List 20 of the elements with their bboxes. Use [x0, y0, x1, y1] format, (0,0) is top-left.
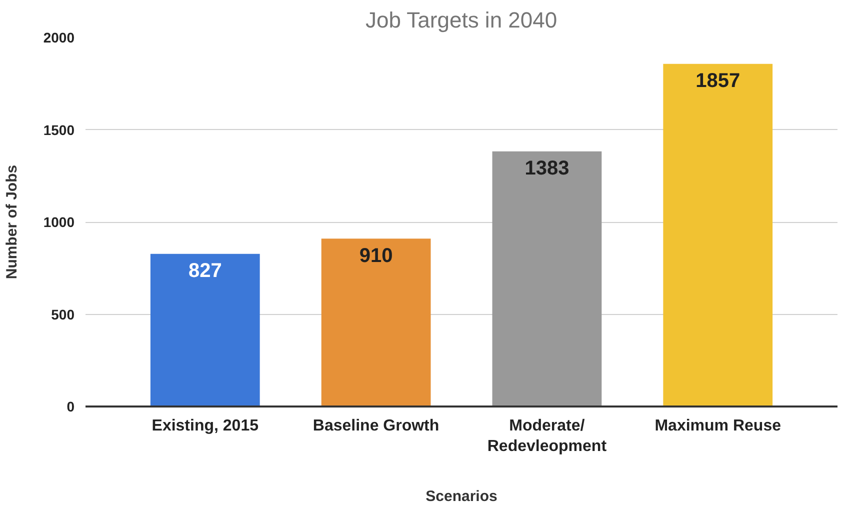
data-label: 1383: [524, 158, 570, 180]
bar: [150, 254, 260, 406]
y-tick-label: 0: [66, 398, 75, 414]
bar: [321, 238, 431, 406]
bar: [492, 151, 602, 406]
chart-title: Job Targets in 2040: [365, 8, 558, 32]
y-tick-label: 1500: [43, 122, 75, 138]
y-tick-label: 500: [51, 306, 75, 322]
bar: [663, 64, 773, 406]
x-tick-label: Existing, 2015: [152, 418, 259, 434]
y-axis-title: Number of Jobs: [3, 164, 20, 280]
x-tick-label: Maximum Reuse: [654, 418, 782, 434]
data-label: 827: [188, 260, 222, 282]
x-tick-label: Baseline Growth: [312, 418, 440, 434]
y-tick-label: 2000: [43, 30, 75, 46]
x-tick-label: Moderate/ Redevleopment: [487, 418, 608, 455]
x-axis-title: Scenarios: [426, 488, 498, 505]
data-label: 910: [359, 244, 393, 267]
y-tick-label: 1000: [43, 214, 75, 230]
data-label: 1857: [696, 70, 740, 92]
